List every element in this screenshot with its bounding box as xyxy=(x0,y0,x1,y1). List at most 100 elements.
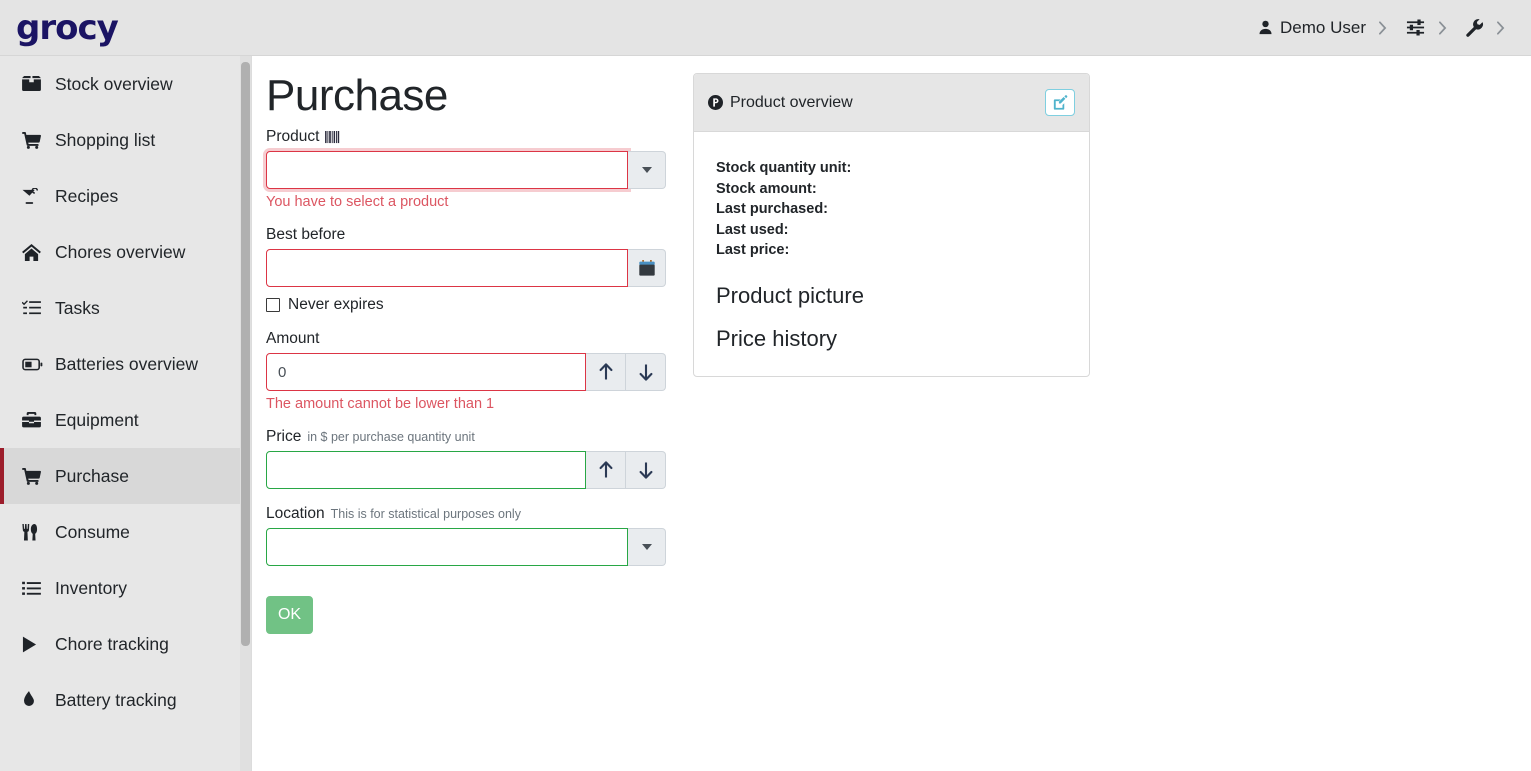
last-price-row: Last price: xyxy=(716,242,790,258)
app-logo[interactable]: grocy xyxy=(16,7,119,48)
best-before-input[interactable] xyxy=(266,249,628,287)
chevron-down-icon xyxy=(641,544,652,550)
product-label: Product xyxy=(266,128,320,145)
location-hint: This is for statistical purposes only xyxy=(330,507,521,521)
sidebar-scrollbar-track[interactable] xyxy=(240,56,251,771)
submit-button[interactable]: OK xyxy=(266,596,313,634)
location-input-row xyxy=(266,528,666,566)
sidebar-item-battery-tracking[interactable]: Battery tracking xyxy=(0,672,251,728)
chevron-down-icon xyxy=(641,167,652,173)
list-icon xyxy=(22,581,46,596)
sidebar-item-label: Inventory xyxy=(55,577,127,598)
tasks-icon xyxy=(22,300,46,316)
location-label-row: Location This is for statistical purpose… xyxy=(266,505,666,523)
sidebar-item-label: Stock overview xyxy=(55,73,173,94)
price-input-row xyxy=(266,451,666,489)
cocktail-icon xyxy=(22,187,46,205)
toolbox-icon xyxy=(22,412,46,428)
sidebar-item-recipes[interactable]: Recipes xyxy=(0,168,251,224)
location-label: Location xyxy=(266,505,325,522)
best-before-input-row xyxy=(266,249,666,287)
edit-pencil-icon xyxy=(1053,95,1068,110)
sidebar-item-label: Battery tracking xyxy=(55,689,177,710)
location-dropdown-button[interactable] xyxy=(628,528,666,566)
best-before-calendar-button[interactable] xyxy=(628,249,666,287)
amount-label: Amount xyxy=(266,330,320,347)
last-purchased-row: Last purchased: xyxy=(716,201,828,217)
price-stepper xyxy=(586,451,666,489)
user-menu-label: Demo User xyxy=(1280,17,1366,37)
price-increase-button[interactable] xyxy=(586,451,626,489)
sidebar-item-batteries-overview[interactable]: Batteries overview xyxy=(0,336,251,392)
product-error-message: You have to select a product xyxy=(266,194,449,210)
page-title: Purchase xyxy=(266,71,448,120)
card-title: Product overview xyxy=(730,93,853,111)
price-decrease-button[interactable] xyxy=(626,451,666,489)
product-label-row: Product xyxy=(266,128,666,146)
amount-input[interactable] xyxy=(266,353,586,391)
amount-decrease-button[interactable] xyxy=(626,353,666,391)
best-before-field-group: Best before Never ex xyxy=(266,226,666,314)
sidebar-item-inventory[interactable]: Inventory xyxy=(0,560,251,616)
stock-amount-row: Stock amount: xyxy=(716,180,817,197)
sidebar-item-label: Shopping list xyxy=(55,129,156,150)
tools-menu-group xyxy=(1459,0,1517,55)
tools-menu-chevron-icon[interactable] xyxy=(1490,0,1517,55)
sidebar-item-shopping-list[interactable]: Shopping list xyxy=(0,112,251,168)
never-expires-checkbox[interactable] xyxy=(266,298,280,312)
amount-increase-button[interactable] xyxy=(586,353,626,391)
amount-stepper xyxy=(586,353,666,391)
product-input-row xyxy=(266,151,666,189)
stock-quantity-unit-row: Stock quantity unit: xyxy=(716,160,852,176)
sidebar-item-purchase[interactable]: Purchase xyxy=(0,448,251,504)
settings-menu-group xyxy=(1399,0,1459,55)
last-used-row: Last used: xyxy=(716,221,789,238)
user-menu-chevron-icon[interactable] xyxy=(1372,0,1399,55)
best-before-label: Best before xyxy=(266,226,346,243)
sidebar-item-label: Equipment xyxy=(55,409,139,430)
sidebar-item-label: Tasks xyxy=(55,297,100,318)
product-overview-card: Product overview Stock quantity unit: St… xyxy=(693,73,1090,377)
location-input[interactable] xyxy=(266,528,628,566)
location-field-group: Location This is for statistical purpose… xyxy=(266,505,666,566)
product-dropdown-button[interactable] xyxy=(628,151,666,189)
sliders-icon xyxy=(1405,18,1426,37)
price-history-heading: Price history xyxy=(716,325,838,351)
amount-field-group: Amount The amount ca xyxy=(266,330,666,412)
sidebar-scrollbar-thumb[interactable] xyxy=(241,62,250,646)
product-input[interactable] xyxy=(266,151,628,189)
cart-icon xyxy=(22,131,46,149)
product-picture-heading: Product picture xyxy=(716,282,864,308)
price-label-row: Price in $ per purchase quantity unit xyxy=(266,428,666,446)
card-title-row: Product overview xyxy=(708,94,853,112)
sidebar-item-consume[interactable]: Consume xyxy=(0,504,251,560)
best-before-label-row: Best before xyxy=(266,226,666,244)
user-icon xyxy=(1258,20,1273,35)
user-menu-button[interactable]: Demo User xyxy=(1252,0,1372,55)
sidebar-item-label: Recipes xyxy=(55,185,119,206)
main-sidebar: Stock overview Shopping list Recipes Cho… xyxy=(0,56,252,771)
settings-menu-button[interactable] xyxy=(1399,0,1432,55)
sidebar-item-label: Batteries overview xyxy=(55,353,198,374)
edit-product-button[interactable] xyxy=(1045,89,1075,116)
sidebar-item-label: Consume xyxy=(55,521,130,542)
sidebar-item-tasks[interactable]: Tasks xyxy=(0,280,251,336)
utensils-icon xyxy=(22,523,46,541)
sidebar-item-equipment[interactable]: Equipment xyxy=(0,392,251,448)
sidebar-item-chores-overview[interactable]: Chores overview xyxy=(0,224,251,280)
never-expires-label[interactable]: Never expires xyxy=(288,296,384,313)
tools-menu-button[interactable] xyxy=(1459,0,1490,55)
sidebar-item-label: Chores overview xyxy=(55,241,186,262)
amount-label-row: Amount xyxy=(266,330,666,348)
sidebar-item-chore-tracking[interactable]: Chore tracking xyxy=(0,616,251,672)
arrow-down-icon xyxy=(638,363,654,381)
sidebar-item-stock-overview[interactable]: Stock overview xyxy=(0,56,251,112)
product-overview-card-header: Product overview xyxy=(694,74,1089,132)
price-input[interactable] xyxy=(266,451,586,489)
top-header-bar: grocy Demo User xyxy=(0,0,1531,56)
settings-menu-chevron-icon[interactable] xyxy=(1432,0,1459,55)
home-icon xyxy=(22,243,46,261)
arrow-up-icon xyxy=(598,461,614,479)
barcode-icon[interactable] xyxy=(325,130,340,144)
price-field-group: Price in $ per purchase quantity unit xyxy=(266,428,666,489)
